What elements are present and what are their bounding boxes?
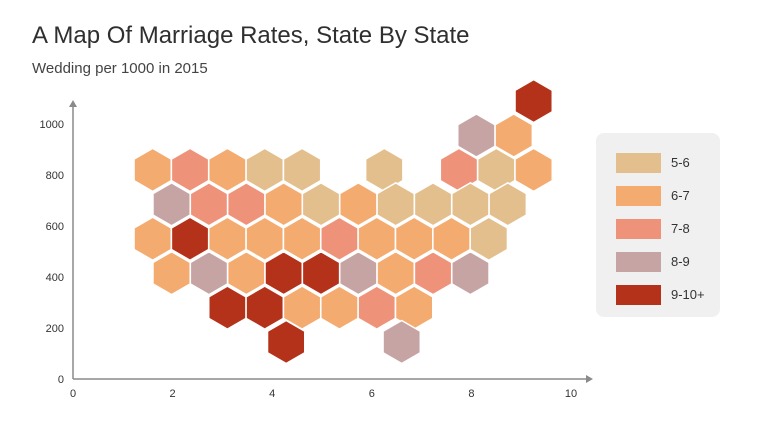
legend-label: 6-7 (671, 188, 690, 203)
legend-label: 5-6 (671, 155, 690, 170)
x-tick-label: 6 (369, 388, 375, 400)
state-hexagon (170, 147, 210, 193)
state-hexagon (382, 319, 422, 365)
legend-item-8-9: 8-9 (616, 252, 716, 272)
state-hexagon (266, 319, 306, 365)
state-hexagon (133, 216, 173, 262)
legend-label: 9-10+ (671, 287, 705, 302)
state-hexagon (189, 181, 229, 227)
state-hexagon (494, 113, 534, 158)
chart-subtitle: Wedding per 1000 in 2015 (32, 60, 208, 77)
legend-item-7-8: 7-8 (616, 219, 716, 239)
state-hexagon (189, 250, 229, 296)
state-hexagon (376, 250, 416, 296)
x-tick-label: 0 (70, 388, 76, 400)
state-hexagon (208, 285, 247, 330)
y-tick-label: 800 (46, 170, 64, 182)
state-hexagon (245, 285, 285, 330)
x-tick-label: 8 (468, 388, 474, 400)
state-hexagon (357, 216, 397, 262)
state-hexagon (413, 181, 453, 227)
hexagon-layer (133, 78, 554, 365)
legend-swatch (616, 153, 661, 173)
state-hexagon (301, 250, 341, 296)
state-hexagon (514, 147, 554, 193)
legend-swatch (616, 219, 661, 239)
chart-title: A Map Of Marriage Rates, State By State (32, 22, 470, 49)
legend-swatch (616, 186, 661, 206)
state-hexagon (226, 250, 266, 296)
state-hexagon (226, 181, 266, 227)
state-hexagon (514, 78, 554, 124)
state-hexagon (282, 216, 322, 262)
legend-item-5-6: 5-6 (616, 153, 716, 173)
state-hexagon (264, 181, 304, 227)
state-hexagon (208, 216, 247, 262)
legend-panel: 5-6 6-7 7-8 8-9 9-10+ (596, 133, 720, 317)
state-hexagon (488, 181, 528, 227)
y-tick-label: 400 (46, 272, 64, 284)
state-hexagon (357, 285, 397, 330)
state-hexagon (338, 181, 378, 227)
state-hexagon (451, 250, 490, 296)
state-hexagon (282, 147, 322, 193)
legend-swatch (616, 252, 661, 272)
x-tick-label: 4 (269, 388, 275, 400)
legend-item-9-10: 9-10+ (616, 285, 716, 305)
state-hexagon (152, 250, 191, 296)
y-tick-label: 0 (58, 374, 64, 386)
state-hexagon (301, 181, 341, 227)
y-tick-label: 1000 (40, 119, 64, 131)
x-axis-arrow (586, 375, 593, 383)
legend-swatch (616, 285, 661, 305)
state-hexagon (245, 147, 285, 193)
legend-label: 7-8 (671, 221, 690, 236)
state-hexagon (170, 216, 210, 262)
y-axis-arrow (69, 100, 77, 107)
y-tick-label: 200 (46, 323, 64, 335)
state-hexagon (264, 250, 304, 296)
state-hexagon (338, 250, 378, 296)
state-hexagon (208, 147, 247, 193)
axes-layer: 0 2 4 6 8 10 0 200 400 600 800 1000 (40, 100, 593, 400)
state-hexagon (320, 285, 359, 330)
state-hexagon (394, 216, 434, 262)
legend-item-6-7: 6-7 (616, 186, 716, 206)
state-hexagon (469, 216, 509, 262)
y-tick-label: 600 (46, 221, 64, 233)
state-hexagon (413, 250, 453, 296)
state-hexagon (320, 216, 359, 262)
x-tick-label: 2 (170, 388, 176, 400)
state-hexagon (133, 147, 173, 193)
state-hexagon (152, 181, 191, 227)
legend-label: 8-9 (671, 254, 690, 269)
x-tick-label: 10 (565, 388, 577, 400)
state-hexagon (245, 216, 285, 262)
state-hexagon (432, 216, 471, 262)
